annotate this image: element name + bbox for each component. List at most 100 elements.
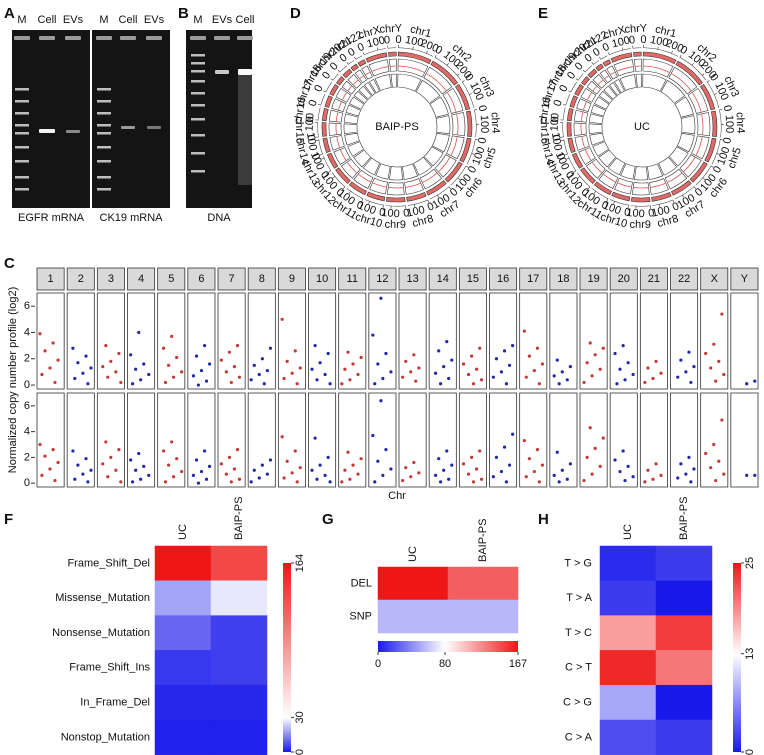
facet-panel bbox=[700, 292, 729, 390]
column-label: UC bbox=[622, 524, 634, 540]
y-tick-label: 6 bbox=[24, 300, 30, 312]
facet-panel bbox=[247, 292, 276, 390]
ladder-band bbox=[15, 176, 29, 179]
data-point bbox=[199, 469, 204, 474]
track-box bbox=[404, 178, 424, 195]
row-label: C > T bbox=[565, 662, 592, 674]
track-box bbox=[423, 66, 453, 95]
lane-label: EVs bbox=[212, 14, 233, 26]
data-point bbox=[568, 365, 572, 369]
data-point bbox=[101, 462, 105, 466]
data-point bbox=[499, 469, 504, 474]
track-line bbox=[580, 112, 584, 122]
track-box bbox=[402, 163, 419, 180]
track-box bbox=[415, 80, 441, 104]
gel-well bbox=[96, 36, 112, 40]
data-point bbox=[442, 365, 446, 369]
data-point bbox=[237, 477, 242, 481]
gel-caption: DNA bbox=[207, 212, 231, 224]
track-line bbox=[695, 137, 703, 156]
track-box bbox=[613, 59, 635, 77]
tick-arc bbox=[584, 65, 592, 73]
circos-tick-label: 0 bbox=[466, 164, 479, 175]
data-point bbox=[117, 448, 121, 452]
data-point bbox=[433, 371, 438, 375]
data-point bbox=[89, 366, 93, 370]
column-label: BAIP-PS bbox=[233, 497, 245, 540]
circos-tick-label: 0 bbox=[601, 41, 612, 54]
data-point bbox=[376, 459, 380, 463]
data-point bbox=[626, 361, 630, 365]
data-point bbox=[676, 375, 680, 379]
facet-panel bbox=[157, 292, 186, 390]
chromosome-label: chr1 bbox=[409, 23, 433, 40]
circos-tick-label: 0 bbox=[640, 34, 646, 46]
track-line bbox=[353, 79, 359, 85]
row-label: T > A bbox=[566, 592, 592, 604]
heatmap-cell bbox=[447, 566, 519, 601]
facet-panel bbox=[458, 392, 487, 488]
data-point bbox=[623, 478, 627, 483]
circos-tick bbox=[437, 194, 440, 198]
track-box bbox=[347, 141, 365, 157]
chromosome-band bbox=[397, 51, 432, 65]
facet-panel bbox=[277, 292, 306, 390]
ladder-band bbox=[97, 132, 111, 135]
track-line bbox=[347, 86, 352, 91]
chromosome-band bbox=[611, 191, 631, 202]
colorbar-label: 167 bbox=[509, 658, 527, 670]
circos-tick bbox=[573, 170, 577, 173]
circos-tick bbox=[671, 50, 673, 54]
chromosome-band bbox=[630, 196, 651, 203]
track-line bbox=[347, 162, 357, 173]
facet-header bbox=[730, 267, 759, 291]
circos-tick bbox=[434, 54, 437, 58]
data-point bbox=[84, 354, 88, 358]
data-point bbox=[48, 467, 52, 471]
heatmap-cell bbox=[210, 545, 268, 582]
track-line bbox=[358, 174, 371, 183]
data-point bbox=[540, 362, 545, 366]
data-point bbox=[175, 355, 179, 360]
data-point bbox=[461, 462, 466, 466]
data-point bbox=[676, 476, 680, 480]
facet-header bbox=[308, 267, 337, 291]
track-box bbox=[674, 96, 694, 118]
heatmap-cell bbox=[154, 650, 212, 686]
track-line bbox=[438, 157, 451, 172]
gel-well bbox=[146, 36, 162, 40]
data-point bbox=[268, 458, 273, 462]
facet-panel bbox=[157, 392, 186, 488]
data-point bbox=[313, 344, 317, 348]
circos-tick-label: 0 bbox=[403, 207, 410, 220]
track-box bbox=[594, 96, 610, 110]
gel-well bbox=[65, 36, 81, 40]
y-axis-label: Normalized copy number profile (log2) bbox=[7, 287, 19, 473]
data-point bbox=[560, 370, 564, 374]
chromosome-band bbox=[581, 76, 590, 86]
track-box bbox=[635, 73, 642, 88]
colorbar bbox=[378, 641, 518, 652]
data-point bbox=[318, 361, 322, 365]
facet-panel bbox=[700, 392, 729, 488]
facet-panel bbox=[187, 292, 216, 390]
data-point bbox=[511, 432, 515, 436]
y-tick-label: 0 bbox=[24, 379, 30, 391]
data-point bbox=[474, 367, 479, 371]
data-point bbox=[219, 358, 223, 362]
data-point bbox=[224, 370, 228, 374]
data-point bbox=[161, 346, 166, 350]
tick-arc bbox=[385, 205, 406, 207]
heatmap-cell bbox=[655, 719, 713, 755]
data-point bbox=[654, 359, 658, 363]
data-point bbox=[163, 380, 168, 385]
circos-tick bbox=[456, 73, 460, 76]
facet-panel bbox=[579, 292, 608, 390]
facet-header bbox=[489, 267, 518, 291]
data-point bbox=[560, 468, 564, 472]
facet-header bbox=[458, 267, 487, 291]
data-point bbox=[53, 380, 57, 385]
data-point bbox=[470, 455, 474, 459]
data-point bbox=[237, 375, 242, 379]
data-point bbox=[466, 372, 471, 377]
